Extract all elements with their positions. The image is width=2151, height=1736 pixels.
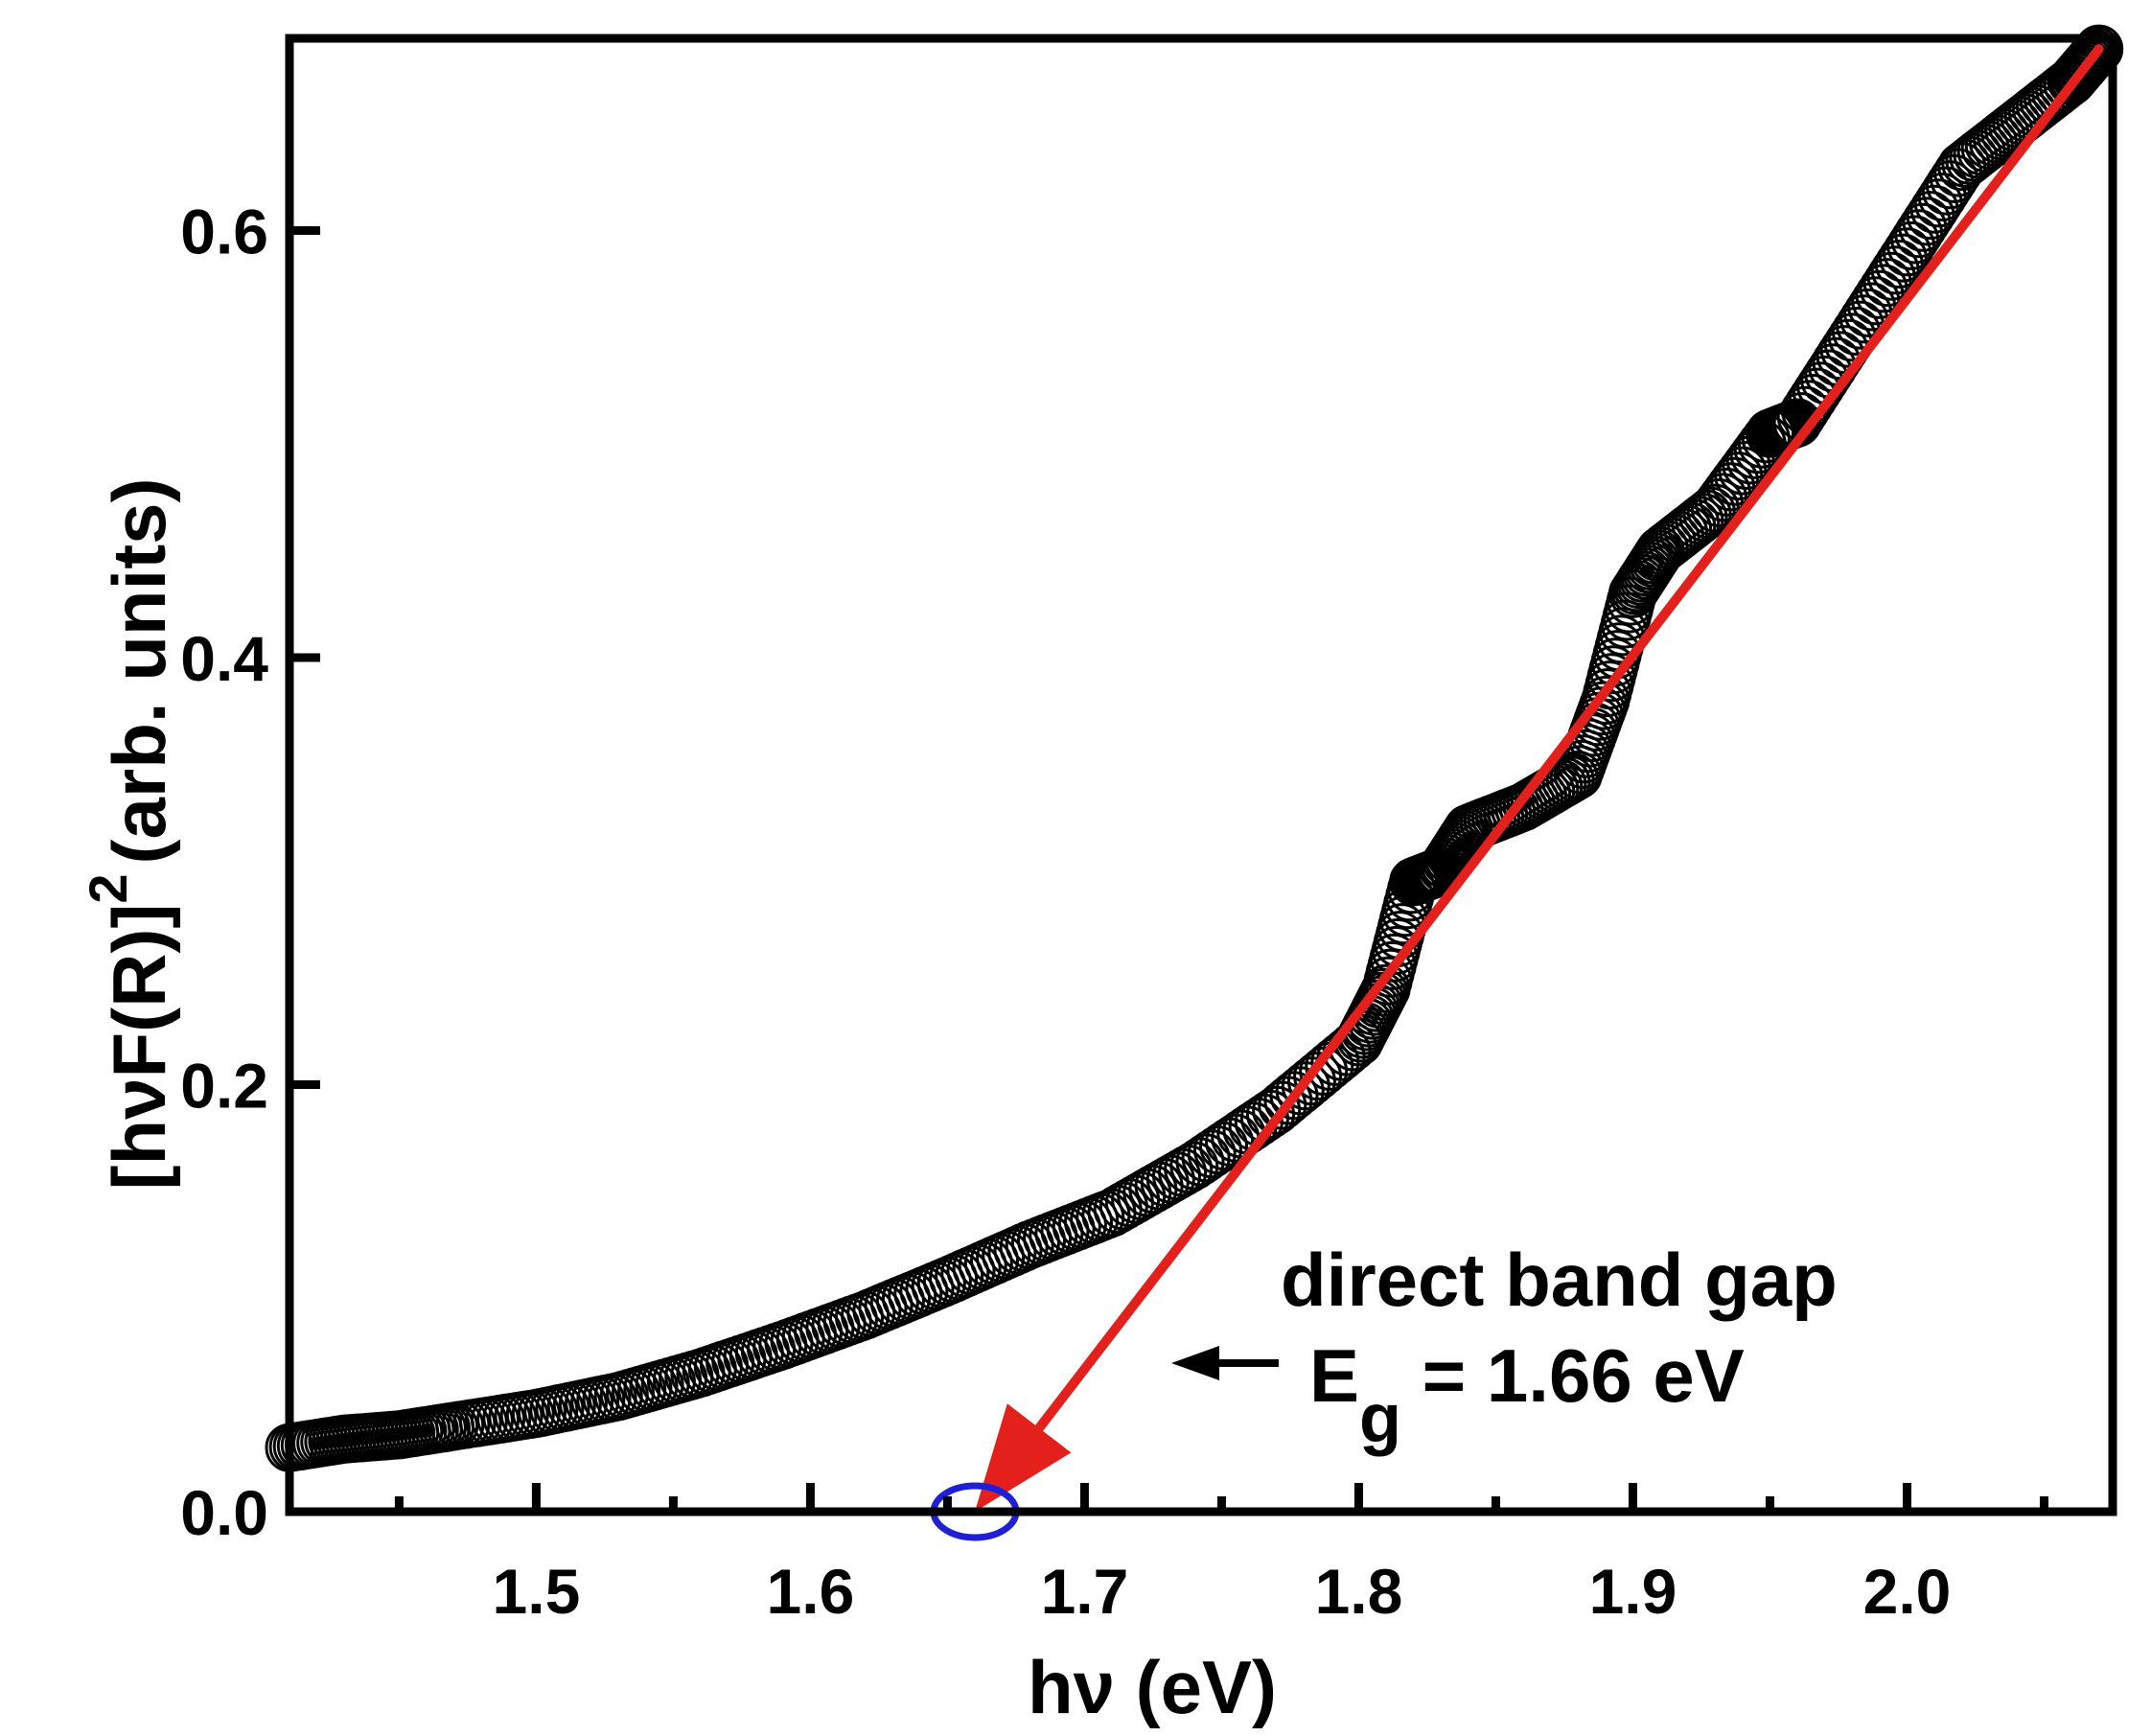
- annotation-left-arrow: [1171, 1346, 1279, 1380]
- y-axis-title-prefix: [hνF(R)]: [97, 904, 181, 1191]
- x-tick-label: 1.7: [1041, 1556, 1129, 1627]
- data-marker: [1175, 1137, 1225, 1187]
- data-marker: [1883, 227, 1931, 277]
- data-marker: [1921, 166, 1971, 216]
- data-marker: [1862, 258, 1912, 308]
- y-tick-label: 0.6: [180, 196, 268, 266]
- x-tick-label: 1.9: [1589, 1556, 1677, 1627]
- data-marker: [1187, 1129, 1237, 1179]
- data-marker: [1917, 173, 1967, 221]
- data-marker: [1898, 202, 1948, 252]
- svg-text:[hνF(R)]2(arb. units): [hνF(R)]2 (arb. units): [78, 477, 181, 1190]
- data-marker: [1909, 184, 1959, 234]
- y-axis-ticks: 0.0 0.2 0.4 0.6: [180, 196, 320, 1548]
- data-series: [265, 24, 2124, 1472]
- annotation-direct-band-gap: direct band gap: [1281, 1238, 1838, 1322]
- annotation-eg-value: = 1.66 eV: [1401, 1333, 1745, 1418]
- data-marker: [1890, 215, 1940, 265]
- data-marker: [1906, 191, 1955, 241]
- data-marker: [2070, 29, 2120, 79]
- annotation-band-gap-value: Eg = 1.66 eV: [1309, 1333, 1745, 1457]
- data-marker: [1886, 220, 1936, 270]
- y-tick-label: 0.4: [180, 623, 268, 694]
- data-marker: [1866, 251, 1916, 301]
- data-marker: [1199, 1122, 1248, 1170]
- annotation-eg-subscript: g: [1359, 1380, 1401, 1457]
- data-marker: [1855, 269, 1905, 319]
- data-marker: [1158, 1147, 1208, 1197]
- data-marker: [2074, 24, 2124, 74]
- data-marker: [1902, 197, 1952, 246]
- data-marker: [1859, 264, 1908, 313]
- y-axis-title: [hνF(R)]2 (arb. units): [78, 477, 181, 1190]
- data-marker: [1894, 209, 1944, 259]
- y-axis-title-superscript: 2: [78, 873, 138, 903]
- data-marker: [1913, 178, 1963, 228]
- data-marker: [1181, 1133, 1231, 1183]
- x-tick-label: 1.5: [493, 1556, 581, 1627]
- x-axis-ticks: 1.5 1.6 1.7 1.8 1.9 2.0: [394, 1483, 2048, 1627]
- data-marker: [1205, 1117, 1255, 1167]
- y-tick-label: 0.2: [180, 1050, 268, 1121]
- data-marker: [2072, 27, 2122, 76]
- fit-arrowhead-icon: [975, 1403, 1072, 1512]
- plot-frame: [285, 34, 2117, 1516]
- fit-line: [1034, 44, 2104, 1433]
- data-marker: [1851, 276, 1901, 326]
- annotation-eg-symbol: E: [1309, 1333, 1359, 1418]
- data-marker: [1164, 1145, 1214, 1194]
- data-marker: [1847, 282, 1897, 332]
- x-axis-title: hν (eV): [1028, 1645, 1277, 1729]
- data-marker: [1169, 1141, 1219, 1191]
- data-marker: [1192, 1125, 1242, 1175]
- data-marker: [1870, 245, 1920, 295]
- data-marker: [1878, 233, 1928, 283]
- y-tick-label: 0.0: [180, 1477, 268, 1548]
- data-marker: [1874, 240, 1924, 289]
- annotation-arrow-head-icon: [1171, 1346, 1219, 1380]
- y-axis-title-suffix: (arb. units): [97, 477, 181, 864]
- x-tick-label: 1.8: [1315, 1556, 1403, 1627]
- data-marker: [2056, 45, 2106, 95]
- x-tick-label: 1.6: [767, 1556, 855, 1627]
- x-tick-label: 2.0: [1863, 1556, 1952, 1627]
- data-marker: [2058, 42, 2108, 92]
